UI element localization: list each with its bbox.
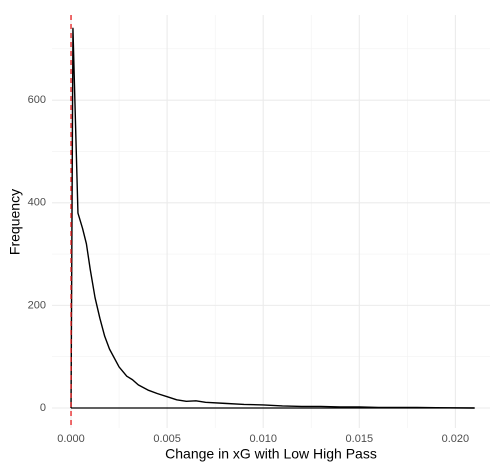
x-tick-label: 0.010 — [249, 433, 277, 445]
x-tick-label: 0.015 — [346, 433, 374, 445]
y-axis-title: Frequency — [7, 189, 23, 255]
y-tick-label: 600 — [28, 94, 46, 106]
y-tick-label: 200 — [28, 299, 46, 311]
x-tick-label: 0.000 — [57, 433, 85, 445]
x-axis-title: Change in xG with Low High Pass — [165, 446, 377, 462]
y-tick-label: 0 — [40, 402, 46, 414]
y-tick-label: 400 — [28, 197, 46, 209]
line — [70, 27, 475, 409]
x-tick-label: 0.020 — [442, 433, 470, 445]
x-tick-label: 0.005 — [153, 433, 181, 445]
